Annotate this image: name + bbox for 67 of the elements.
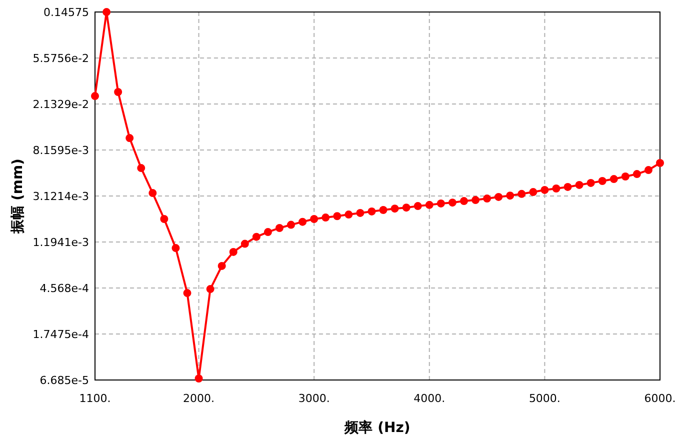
point <box>229 248 238 256</box>
point <box>172 244 180 252</box>
y-tick-label: 6.685e-5 <box>40 374 89 387</box>
x-tick-label: 5000. <box>528 392 560 405</box>
point <box>322 214 330 222</box>
point <box>356 208 364 217</box>
x-axis-title: 频率 (Hz) <box>344 419 410 436</box>
point <box>126 134 134 142</box>
point <box>102 8 111 16</box>
point <box>598 177 606 185</box>
x-tick-label: 4000. <box>414 392 446 405</box>
point <box>448 198 456 207</box>
point <box>610 175 618 184</box>
y-tick-label: 4.568e-4 <box>40 282 89 295</box>
x-tick-label: 3000. <box>298 392 330 405</box>
point <box>390 204 399 213</box>
x-tick-label: 2000. <box>183 392 215 405</box>
y-axis-title: 振幅 (mm) <box>10 158 26 234</box>
point <box>206 285 214 294</box>
point <box>194 374 203 382</box>
y-tick-label: 5.5756e-2 <box>32 52 89 65</box>
point <box>333 212 342 220</box>
point <box>518 190 526 198</box>
point <box>472 196 480 204</box>
point <box>586 178 595 187</box>
point <box>552 184 560 193</box>
point <box>506 192 514 200</box>
point <box>494 192 503 201</box>
y-tick-label: 0.14575 <box>44 6 89 19</box>
point <box>114 88 122 96</box>
point <box>183 289 192 298</box>
point <box>621 172 630 181</box>
point <box>379 206 388 214</box>
point <box>264 228 272 236</box>
y-tick-label: 2.1329e-2 <box>32 98 89 111</box>
point <box>160 215 168 224</box>
point <box>298 218 307 226</box>
point <box>218 262 226 270</box>
point <box>310 215 318 224</box>
point <box>632 170 641 178</box>
y-tick-label: 1.1941e-3 <box>32 236 89 249</box>
point <box>252 232 260 241</box>
point <box>402 204 410 212</box>
point <box>137 164 146 172</box>
point <box>575 180 584 189</box>
y-tick-label: 3.1214e-3 <box>32 190 89 203</box>
y-tick-label: 8.1595e-3 <box>32 144 89 157</box>
point <box>287 220 296 229</box>
y-tick-label: 1.7475e-4 <box>32 328 89 341</box>
point <box>425 200 434 209</box>
point <box>275 224 284 232</box>
x-tick-label: 6000. <box>644 392 676 405</box>
point <box>564 182 572 191</box>
point <box>368 207 376 216</box>
point <box>240 240 249 248</box>
point <box>91 92 99 100</box>
point <box>644 166 652 174</box>
point <box>529 188 538 196</box>
point <box>540 186 549 194</box>
point <box>436 199 445 208</box>
x-tick-label: 1100. <box>79 392 111 405</box>
point <box>148 189 157 198</box>
point <box>483 194 492 203</box>
point <box>344 210 353 219</box>
point <box>656 158 664 167</box>
point <box>414 202 422 210</box>
point <box>460 197 468 206</box>
